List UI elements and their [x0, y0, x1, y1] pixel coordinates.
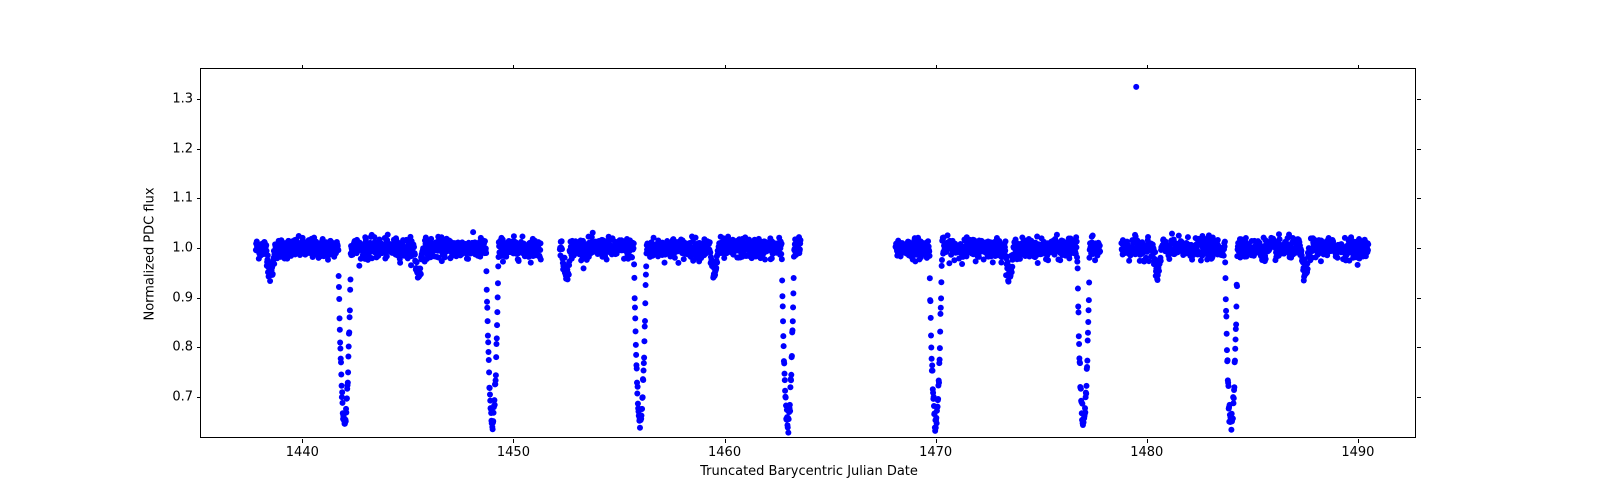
scatter-series — [201, 69, 1415, 437]
y-tick-mark — [1417, 248, 1421, 249]
y-tick-mark — [197, 397, 201, 398]
x-tick-label: 1490 — [1341, 445, 1374, 460]
y-tick-mark — [1417, 298, 1421, 299]
y-tick-mark — [1417, 198, 1421, 199]
x-tick-mark — [725, 439, 726, 443]
y-tick-mark — [1417, 347, 1421, 348]
x-tick-label: 1460 — [708, 445, 741, 460]
x-tick-mark — [1147, 65, 1148, 69]
x-tick-mark — [936, 439, 937, 443]
x-tick-label: 1480 — [1130, 445, 1163, 460]
y-tick-label: 1.0 — [172, 240, 193, 255]
x-tick-mark — [302, 439, 303, 443]
y-tick-mark — [1417, 149, 1421, 150]
plot-area — [201, 69, 1415, 437]
x-tick-mark — [302, 65, 303, 69]
y-tick-mark — [197, 347, 201, 348]
x-tick-label: 1450 — [497, 445, 530, 460]
plot-axes: 144014501460147014801490 0.70.80.91.01.1… — [200, 68, 1416, 438]
y-tick-label: 1.1 — [172, 191, 193, 206]
x-tick-mark — [725, 65, 726, 69]
x-tick-mark — [1358, 65, 1359, 69]
x-tick-mark — [513, 439, 514, 443]
x-tick-mark — [513, 65, 514, 69]
y-tick-mark — [1417, 99, 1421, 100]
x-tick-mark — [1358, 439, 1359, 443]
y-axis-label: Normalized PDC flux — [143, 187, 158, 320]
y-tick-label: 1.2 — [172, 141, 193, 156]
y-tick-mark — [197, 198, 201, 199]
x-tick-label: 1470 — [919, 445, 952, 460]
y-tick-mark — [1417, 397, 1421, 398]
y-tick-label: 0.8 — [172, 340, 193, 355]
x-tick-mark — [1147, 439, 1148, 443]
y-tick-mark — [197, 99, 201, 100]
y-tick-mark — [197, 298, 201, 299]
y-tick-label: 0.9 — [172, 290, 193, 305]
x-tick-mark — [936, 65, 937, 69]
x-tick-label: 1440 — [286, 445, 319, 460]
y-tick-label: 0.7 — [172, 390, 193, 405]
y-tick-label: 1.3 — [172, 91, 193, 106]
y-tick-mark — [197, 149, 201, 150]
y-tick-mark — [197, 248, 201, 249]
figure: 1440 1450 1460 1470 1480 1490 0.7 0.8 0.9 1.0 1.1… — [0, 0, 1600, 500]
x-axis-label: Truncated Barycentric Julian Date — [700, 464, 918, 479]
